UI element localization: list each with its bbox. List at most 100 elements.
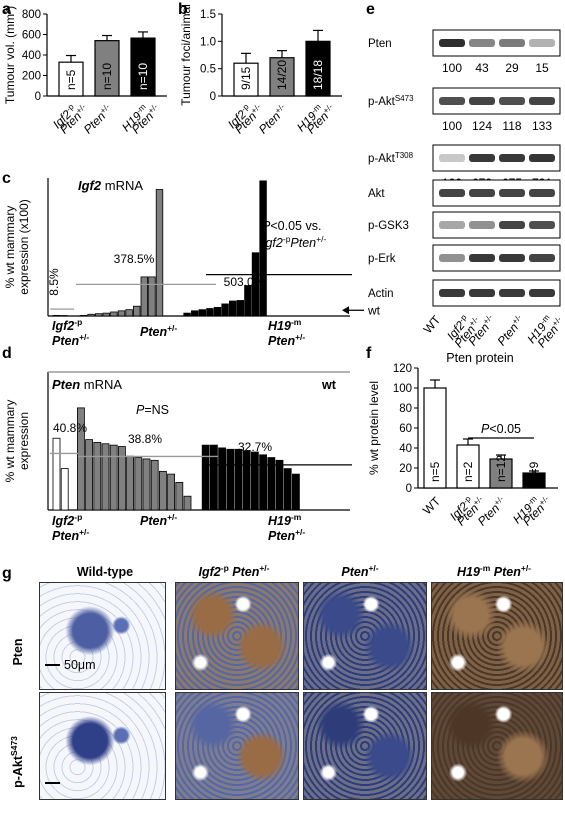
blot-band (439, 97, 465, 105)
bar-label: n=10 (136, 63, 150, 90)
y-tick-label: 0 (406, 483, 412, 495)
wt-arrowhead (342, 306, 349, 315)
group-label: Pten+/- (52, 332, 89, 348)
wt-label: wt (321, 378, 337, 392)
bar (125, 309, 133, 317)
micrograph-tile (175, 582, 299, 690)
y-axis-label: % wt mammary (3, 400, 17, 483)
bar (275, 459, 284, 511)
p-value: P=NS (136, 403, 169, 417)
mrna-title: Igf2 mRNA (78, 178, 143, 193)
label-part: Pten (341, 565, 368, 579)
y-tick-label: 200 (22, 71, 41, 83)
y-tick-label: 120 (393, 363, 412, 375)
panel-letter-g: g (2, 565, 12, 582)
blot-band (499, 154, 525, 162)
y-tick-label: 400 (22, 50, 41, 62)
group-label: Pten+/- (52, 527, 89, 543)
label-part: Igf2 (199, 565, 221, 579)
bar-label: n=5 (428, 461, 442, 482)
label-part: p-GSK3 (368, 220, 409, 232)
label-part: H19 (268, 514, 291, 528)
micrograph-tile (431, 692, 563, 800)
label-part: Wild-type (77, 565, 133, 579)
blot-band (439, 221, 465, 229)
bar (140, 276, 148, 317)
micrograph-labels: Wild-type Igf2-p Pten+/- Pten+/- H19-m Pten… (9, 563, 531, 788)
blot-row-label: p-AktS473 (368, 94, 414, 109)
bar (213, 306, 222, 317)
y-tick-label: 1.5 (200, 9, 216, 21)
blot-quant: 133 (532, 119, 552, 133)
p-part: P (481, 422, 490, 436)
group-label: Igf2-p (52, 512, 82, 528)
label-part: Pten (52, 529, 79, 543)
blot-band (529, 97, 555, 105)
bar (130, 37, 156, 97)
label-part: T308 (395, 151, 414, 160)
blot-row-label: p-AktT308 (368, 151, 414, 166)
row-label: Pten (11, 638, 25, 665)
mrna-title: Pten mRNA (52, 377, 122, 392)
bar (228, 300, 237, 317)
bar (234, 448, 243, 511)
title-part: Pten (52, 377, 80, 392)
label-part: p-Akt (368, 96, 396, 108)
p-part: <0.05 vs. (270, 219, 321, 233)
p-part: P (262, 219, 271, 233)
label-part: Igf2 (52, 514, 74, 528)
micrograph-tile (39, 582, 166, 690)
label-part: S473 (9, 736, 19, 756)
blot-row-label: Pten (368, 38, 392, 50)
blot-quant: 124 (472, 119, 492, 133)
bar (305, 40, 331, 97)
blot-quant: 43 (475, 61, 489, 75)
label-part: Actin (368, 288, 394, 300)
bar (150, 459, 159, 511)
micrograph-tile (175, 692, 299, 800)
bar (259, 454, 268, 511)
label-part: +/- (521, 563, 531, 573)
y-axis-label: Tumour vol. (mm³) (3, 6, 17, 104)
bar (155, 189, 164, 317)
blot-band (529, 154, 555, 162)
label-part: H19 (457, 565, 480, 579)
bar (58, 61, 84, 97)
blot-band (529, 39, 555, 47)
column-header: Pten+/- (341, 563, 378, 579)
bar (87, 313, 95, 317)
panel-letter-a: a (2, 1, 11, 18)
y-tick-label: 100 (393, 383, 412, 395)
label-part: -p (461, 494, 473, 506)
bar (148, 276, 156, 317)
title-part: mRNA (101, 178, 143, 193)
bar (60, 468, 69, 511)
bar-label: n=2 (461, 461, 475, 482)
label-part: Pten (11, 638, 25, 665)
blot-quant: 118 (502, 119, 521, 133)
blot-band (499, 39, 525, 47)
mean-label: 503.0% (224, 275, 265, 289)
chart-d: % wt mammary expression wt Pten mRNA P=NS 40.… (3, 371, 352, 543)
label-part: Pten (290, 236, 316, 250)
bar-label: n=9 (527, 461, 541, 482)
blot-band (469, 189, 495, 197)
label-part: Pten (368, 38, 392, 50)
bar-label: 14/20 (275, 60, 289, 90)
bar (251, 252, 260, 317)
chart-f: Pten protein 0 20 40 60 80 100 120 % wt protein … (367, 351, 558, 528)
chart-c: % wt mammary expression (x100) Igf2 mRNA 8.… (3, 178, 381, 348)
blot-row-label: p-GSK3 (368, 220, 409, 232)
group-label: Pten+/- (268, 527, 305, 543)
bar (250, 451, 259, 511)
bar (242, 450, 251, 511)
panel-letter-d: d (2, 345, 12, 362)
bar (118, 446, 126, 511)
bar (109, 444, 118, 511)
bar (226, 448, 235, 511)
bar (218, 447, 227, 511)
bar-label: 18/18 (311, 60, 325, 90)
blot-band (499, 221, 525, 229)
label-part: +/- (259, 563, 269, 573)
mean-label: 378.5% (114, 252, 155, 266)
